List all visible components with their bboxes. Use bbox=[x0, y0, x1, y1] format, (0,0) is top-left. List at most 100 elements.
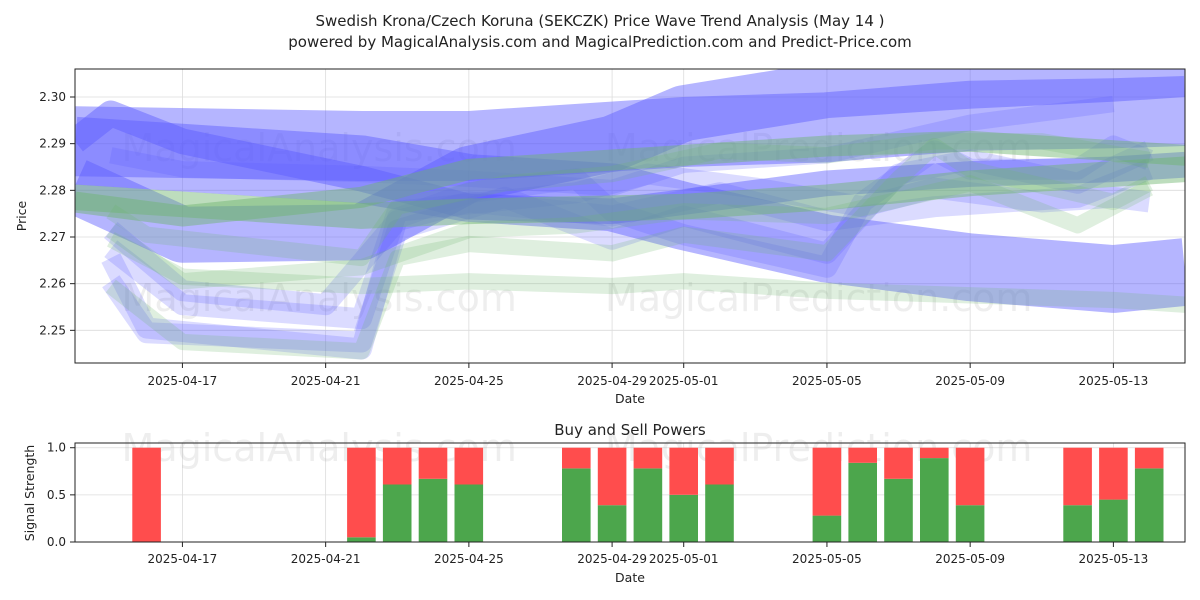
signal-plot-background bbox=[75, 443, 1185, 542]
x-tick-label: 2025-04-17 bbox=[148, 374, 218, 388]
x-tick-label: 2025-04-17 bbox=[148, 552, 218, 566]
buy-power-bar bbox=[633, 468, 663, 542]
sell-power-bar bbox=[669, 447, 698, 495]
signal-panel: Buy and Sell Powers MagicalAnalysis.comM… bbox=[22, 421, 1186, 585]
sell-power-bar bbox=[562, 447, 591, 469]
price-plot-background bbox=[75, 69, 1185, 363]
x-tick-label: 2025-04-21 bbox=[291, 552, 361, 566]
y-tick-label: 2.30 bbox=[39, 90, 66, 104]
buy-power-bar bbox=[418, 478, 448, 542]
buy-power-bar bbox=[1134, 468, 1164, 542]
green-wave-band-14 bbox=[106, 175, 1153, 290]
green-wave-band-12 bbox=[105, 137, 1153, 360]
blue-wave-band-6 bbox=[104, 163, 1151, 330]
buy-power-bar bbox=[705, 484, 734, 542]
price-x-axis: 2025-04-17 2025-04-21 2025-04-25 2025-04-29… bbox=[148, 363, 1149, 388]
watermark-text: MagicalAnalysis.com bbox=[122, 426, 517, 470]
buy-power-bar bbox=[347, 537, 376, 542]
y-tick-label: 0.5 bbox=[47, 488, 66, 502]
y-tick-label: 2.26 bbox=[39, 277, 66, 291]
buy-power-bar bbox=[812, 515, 842, 542]
signal-y-axis-label: Signal Strength bbox=[22, 445, 37, 541]
sell-power-bar bbox=[597, 447, 627, 506]
y-tick-label: 2.28 bbox=[39, 183, 66, 197]
sell-power-bar bbox=[1099, 447, 1128, 500]
buy-power-bar bbox=[1099, 499, 1128, 542]
price-y-axis-label: Price bbox=[14, 200, 29, 231]
buy-power-bar bbox=[562, 468, 591, 542]
sell-power-bar bbox=[955, 447, 985, 506]
blue-wave-band-3 bbox=[75, 100, 1185, 225]
y-tick-label: 2.27 bbox=[39, 230, 66, 244]
sell-power-bar bbox=[1134, 447, 1164, 469]
signal-y-axis: 0.0 0.5 1.0 bbox=[47, 441, 75, 549]
green-wave-band-11 bbox=[107, 232, 1185, 313]
green-wave-band-10 bbox=[75, 130, 1185, 227]
signal-panel-title: Buy and Sell Powers bbox=[554, 421, 706, 439]
watermark-text: MagicalAnalysis.com bbox=[122, 276, 517, 320]
y-tick-label: 0.0 bbox=[47, 535, 66, 549]
x-tick-label: 2025-05-05 bbox=[792, 552, 862, 566]
signal-bars bbox=[132, 447, 1164, 542]
price-x-axis-label: Date bbox=[615, 391, 645, 406]
price-watermarks: MagicalAnalysis.com MagicalPrediction.com… bbox=[122, 126, 1033, 320]
x-tick-label: 2025-04-29 bbox=[577, 552, 647, 566]
buy-power-bar bbox=[1063, 505, 1092, 542]
x-tick-label: 2025-05-01 bbox=[649, 374, 719, 388]
sell-power-bar bbox=[812, 447, 842, 516]
buy-power-bar bbox=[920, 458, 949, 542]
sell-power-bar bbox=[633, 447, 663, 469]
signal-x-axis-label: Date bbox=[615, 570, 645, 585]
green-wave-band-13 bbox=[106, 133, 1151, 267]
sell-power-bar bbox=[347, 447, 376, 538]
chart-subtitle: powered by MagicalAnalysis.com and Magic… bbox=[288, 33, 912, 51]
buy-power-bar bbox=[669, 494, 698, 542]
blue-wave-band-0 bbox=[75, 76, 1185, 181]
x-tick-label: 2025-04-25 bbox=[434, 374, 504, 388]
blue-wave-band-1 bbox=[75, 116, 1185, 313]
x-tick-label: 2025-04-29 bbox=[577, 374, 647, 388]
sell-power-bar bbox=[418, 447, 448, 479]
sell-power-bar bbox=[132, 447, 161, 542]
price-plot-frame bbox=[74, 68, 1186, 364]
blue-wave-band-2 bbox=[75, 69, 1185, 263]
blue-wave-band-4 bbox=[101, 135, 1154, 360]
buy-power-bar bbox=[382, 484, 412, 542]
x-tick-label: 2025-04-21 bbox=[291, 374, 361, 388]
green-wave-band-9 bbox=[75, 156, 1185, 229]
watermark-text: MagicalPrediction.com bbox=[605, 126, 1033, 170]
chart-title: Swedish Krona/Czech Koruna (SEKCZK) Pric… bbox=[315, 12, 884, 30]
signal-plot-frame bbox=[74, 442, 1186, 543]
sell-power-bar bbox=[382, 447, 412, 485]
x-tick-label: 2025-05-09 bbox=[935, 374, 1005, 388]
sell-power-bar bbox=[454, 447, 484, 485]
y-tick-label: 2.25 bbox=[39, 323, 66, 337]
x-tick-label: 2025-05-05 bbox=[792, 374, 862, 388]
x-tick-label: 2025-05-01 bbox=[649, 552, 719, 566]
price-grid bbox=[75, 69, 1185, 363]
buy-power-bar bbox=[848, 462, 877, 542]
price-wave-bands bbox=[75, 69, 1185, 360]
sell-power-bar bbox=[920, 447, 949, 459]
blue-wave-band-5 bbox=[102, 141, 1154, 353]
watermark-text: MagicalPrediction.com bbox=[605, 276, 1033, 320]
blue-wave-band-7 bbox=[104, 159, 1154, 316]
buy-power-bar bbox=[884, 478, 913, 542]
price-panel: MagicalAnalysis.com MagicalPrediction.com… bbox=[14, 68, 1186, 406]
watermark-text: MagicalAnalysis.com bbox=[122, 126, 517, 170]
sell-power-bar bbox=[848, 447, 877, 463]
signal-x-axis: 2025-04-17 2025-04-21 2025-04-25 2025-04-29… bbox=[148, 542, 1149, 566]
buy-power-bar bbox=[955, 505, 985, 542]
blue-wave-band-8 bbox=[109, 95, 1115, 197]
buy-power-bar bbox=[454, 484, 484, 542]
y-tick-label: 1.0 bbox=[47, 441, 66, 455]
x-tick-label: 2025-05-09 bbox=[935, 552, 1005, 566]
x-tick-label: 2025-04-25 bbox=[434, 552, 504, 566]
x-tick-label: 2025-05-13 bbox=[1079, 552, 1149, 566]
sell-power-bar bbox=[884, 447, 913, 479]
sell-power-bar bbox=[1063, 447, 1092, 506]
x-tick-label: 2025-05-13 bbox=[1079, 374, 1149, 388]
buy-power-bar bbox=[597, 505, 627, 542]
y-tick-label: 2.29 bbox=[39, 137, 66, 151]
